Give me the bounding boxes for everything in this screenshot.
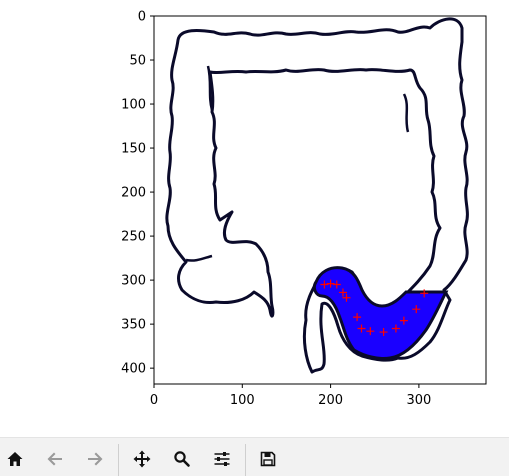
marker-layer bbox=[320, 279, 429, 337]
plus-marker bbox=[342, 293, 351, 302]
toolbar-separator bbox=[245, 444, 246, 476]
x-axis: 0 100 200 300 bbox=[150, 384, 431, 408]
home-icon bbox=[7, 452, 23, 466]
x-tick-label: 300 bbox=[406, 393, 431, 408]
plus-marker bbox=[326, 279, 335, 288]
arrow-right-icon bbox=[88, 452, 103, 466]
y-tick-label: 300 bbox=[121, 274, 146, 289]
plus-marker bbox=[338, 288, 347, 297]
y-tick-label: 350 bbox=[121, 318, 146, 333]
floppy-disk-icon bbox=[260, 451, 276, 467]
colon-outline-image bbox=[165, 17, 469, 374]
y-tick-label: 100 bbox=[121, 98, 146, 113]
plus-marker bbox=[357, 324, 366, 333]
magnifier-icon bbox=[174, 451, 190, 467]
save-button[interactable] bbox=[255, 446, 281, 472]
plus-marker bbox=[332, 280, 341, 289]
y-tick-label: 200 bbox=[121, 186, 146, 201]
colon-outer-outline bbox=[165, 17, 469, 374]
y-axis: 0 50 100 150 200 250 300 350 400 bbox=[121, 10, 154, 377]
plus-marker bbox=[420, 289, 429, 298]
move-icon bbox=[133, 450, 151, 468]
plus-marker bbox=[412, 305, 421, 314]
plot-area[interactable]: 0 100 200 300 0 50 100 150 200 250 300 350 400 bbox=[0, 0, 509, 436]
x-tick-label: 0 bbox=[150, 393, 158, 408]
y-tick-label: 400 bbox=[121, 362, 146, 377]
segmentation-mask bbox=[312, 266, 449, 360]
forward-button[interactable] bbox=[82, 446, 108, 472]
plus-marker bbox=[399, 316, 408, 325]
axes-frame bbox=[153, 15, 487, 385]
x-tick-label: 200 bbox=[318, 393, 343, 408]
toolbar-separator bbox=[118, 444, 119, 476]
plus-marker bbox=[320, 280, 329, 289]
y-tick-label: 150 bbox=[121, 142, 146, 157]
figure-canvas[interactable]: 0 100 200 300 0 50 100 150 200 250 300 350 400 bbox=[0, 0, 509, 436]
plus-marker bbox=[366, 327, 375, 336]
plus-marker bbox=[391, 324, 400, 333]
plus-marker bbox=[353, 313, 362, 322]
zoom-button[interactable] bbox=[169, 446, 195, 472]
x-tick-label: 100 bbox=[230, 393, 255, 408]
home-button[interactable] bbox=[2, 446, 28, 472]
plus-marker bbox=[379, 328, 388, 337]
y-tick-label: 250 bbox=[121, 230, 146, 245]
y-tick-label: 50 bbox=[129, 54, 146, 69]
arrow-left-icon bbox=[47, 452, 62, 466]
configure-subplots-button[interactable] bbox=[209, 446, 235, 472]
colon-inner-outline bbox=[185, 65, 410, 262]
sliders-icon bbox=[214, 452, 230, 466]
y-tick-label: 0 bbox=[138, 10, 146, 25]
pan-button[interactable] bbox=[129, 446, 155, 472]
back-button[interactable] bbox=[42, 446, 68, 472]
navigation-toolbar bbox=[0, 437, 509, 476]
